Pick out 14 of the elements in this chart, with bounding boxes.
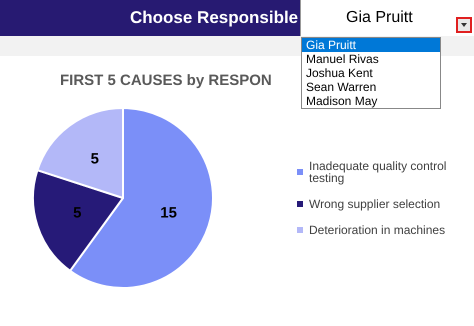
text: Sean Warren [302,80,440,94]
data-label: 5 [90,150,99,168]
text: Gia Pruitt [302,38,440,52]
text: Gia Pruitt [346,9,413,27]
text: Joshua Kent [302,66,440,80]
text: Manuel Rivas [302,52,440,66]
text: Madison May [302,94,440,108]
chart-title: FIRST 5 CAUSES by RESPON [60,72,272,89]
legend-label: Deterioration in machines [309,223,446,237]
legend-label: Wrong supplier selection [309,197,440,211]
data-label: 5 [73,204,82,222]
legend-label: Inadequate quality control testing [309,159,450,185]
text: Choose Responsible [130,8,298,28]
data-label: 15 [160,204,177,222]
